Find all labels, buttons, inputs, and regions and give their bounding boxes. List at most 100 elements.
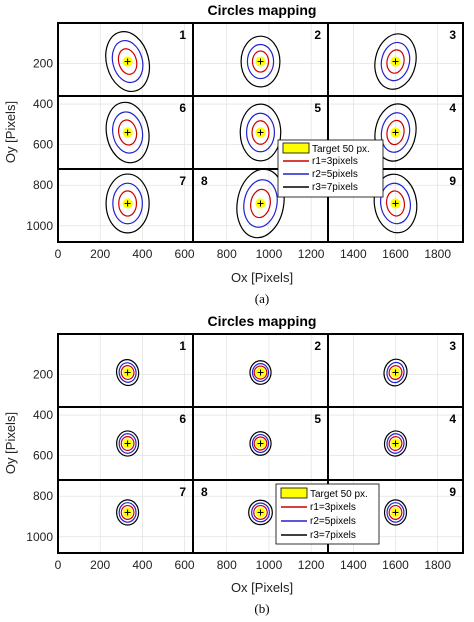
y-tick-label: 1000 (26, 530, 53, 544)
error-contour-r1 (118, 119, 138, 146)
y-axis-ticks: 200 400 600 800 1000 (26, 57, 53, 233)
cell-number-label: 3 (449, 339, 456, 353)
x-tick-label: 1800 (424, 247, 451, 261)
legend-entry-r1: r1=3pixels (310, 502, 356, 513)
cell-number-label: 9 (449, 174, 456, 188)
error-contour-r1 (250, 188, 271, 219)
legend-swatch-target (282, 142, 310, 154)
x-tick-label: 1200 (298, 247, 325, 261)
y-axis-ticks: 200 400 600 800 1000 (26, 368, 53, 544)
x-tick-label: 1000 (256, 558, 283, 572)
y-tick-label: 400 (33, 97, 53, 111)
target-marker (383, 499, 408, 526)
error-contour-r2 (386, 433, 405, 454)
x-tick-label: 400 (132, 558, 152, 572)
x-tick-label: 1600 (382, 558, 409, 572)
x-axis-label: Ox [Pixels] (231, 270, 293, 285)
targets (105, 31, 418, 239)
cell-number-label: 7 (179, 174, 186, 188)
x-tick-label: 1200 (298, 558, 325, 572)
error-contour-r3 (383, 499, 408, 526)
legend-entry-r1: r1=3pixels (312, 156, 358, 167)
panel-label: (b) (254, 601, 269, 616)
error-contour-r3 (374, 103, 417, 162)
error-contour-r2 (386, 361, 405, 384)
x-axis-ticks: 0 200 400 600 800 1000 1200 1400 1600 1800 (55, 558, 452, 572)
x-tick-label: 1800 (424, 558, 451, 572)
error-contour-r3 (373, 173, 418, 234)
error-contour-r2 (380, 182, 411, 225)
error-contour-r1 (388, 504, 403, 520)
error-contour-r1 (118, 190, 138, 217)
error-contour-r2 (380, 41, 411, 82)
error-contour-r1 (388, 436, 403, 451)
cell-number-label: 4 (449, 101, 456, 115)
cell-number-label: 2 (314, 339, 321, 353)
error-contour-r3 (383, 358, 408, 387)
error-contour-r2 (118, 433, 137, 454)
error-contour-r1 (120, 504, 135, 520)
target-marker (249, 431, 272, 456)
cell-number-label: 1 (179, 339, 186, 353)
x-tick-label: 200 (90, 247, 110, 261)
cell-labels: 1 2 3 6 5 4 7 8 9 (179, 28, 456, 188)
cell-number-label: 8 (201, 174, 208, 188)
x-tick-label: 800 (217, 247, 237, 261)
x-tick-label: 0 (55, 247, 62, 261)
error-contour-r3 (105, 31, 151, 93)
cell-number-label: 8 (201, 485, 208, 499)
x-axis-label: Ox [Pixels] (231, 580, 293, 595)
legend-swatch-target (280, 487, 308, 499)
error-contour-r2 (251, 433, 270, 454)
chart-title: Circles mapping (208, 313, 317, 329)
error-contour-r1 (251, 50, 270, 73)
cell-number-label: 3 (449, 28, 456, 42)
cell-number-label: 5 (314, 101, 321, 115)
error-contour-r3 (105, 173, 150, 234)
plot-frame (57, 22, 464, 243)
y-tick-label: 600 (33, 138, 53, 152)
x-axis-ticks: 0 200 400 600 800 1000 1200 1400 1600 1800 (55, 247, 452, 261)
error-contour-r3 (105, 101, 150, 164)
error-contour-r3 (239, 103, 282, 162)
y-tick-label: 400 (33, 408, 53, 422)
error-contour-r3 (115, 359, 140, 387)
x-tick-label: 1400 (340, 558, 367, 572)
chart-title: Circles mapping (208, 2, 317, 18)
error-contour-r2 (118, 362, 137, 383)
error-contour-r1 (386, 49, 405, 74)
legend-entry-r3: r3=7pixels (312, 182, 358, 193)
error-contour-r3 (116, 499, 140, 526)
error-contour-r3 (116, 430, 140, 457)
error-contour-r2 (111, 40, 144, 84)
x-tick-label: 0 (55, 558, 62, 572)
error-contour-r3 (249, 431, 272, 456)
x-tick-label: 800 (217, 558, 237, 572)
error-contour-r2 (246, 43, 275, 80)
error-contour-r1 (120, 436, 135, 451)
error-contour-r3 (383, 430, 408, 457)
cell-number-label: 5 (314, 412, 321, 426)
error-contour-r3 (374, 33, 417, 90)
target-marker (116, 430, 140, 457)
error-contour-r2 (112, 182, 143, 225)
x-tick-label: 1600 (382, 247, 409, 261)
x-tick-label: 200 (90, 558, 110, 572)
legend-entry-r3: r3=7pixels (310, 530, 356, 541)
error-contour-r3 (240, 35, 281, 88)
target-marker (239, 103, 282, 162)
error-contour-r2 (380, 112, 411, 153)
cell-number-label: 4 (449, 412, 456, 426)
cell-number-label: 9 (449, 485, 456, 499)
plot-frame (57, 333, 464, 554)
legend-entry-r2: r2=5pixels (312, 169, 358, 180)
legend: Target 50 px. r1=3pixels r2=5pixels r3=7… (275, 483, 380, 545)
targets (115, 358, 408, 526)
error-contour-r1 (117, 48, 138, 75)
cell-number-label: 7 (179, 485, 186, 499)
x-tick-label: 1400 (340, 247, 367, 261)
error-contour-r1 (120, 365, 135, 381)
y-axis-label: Oy [Pixels] (3, 412, 18, 474)
chart-panel-b: Circles mapping 1 2 3 6 5 4 7 8 9 0 200 400 600 800 1… (3, 313, 464, 616)
